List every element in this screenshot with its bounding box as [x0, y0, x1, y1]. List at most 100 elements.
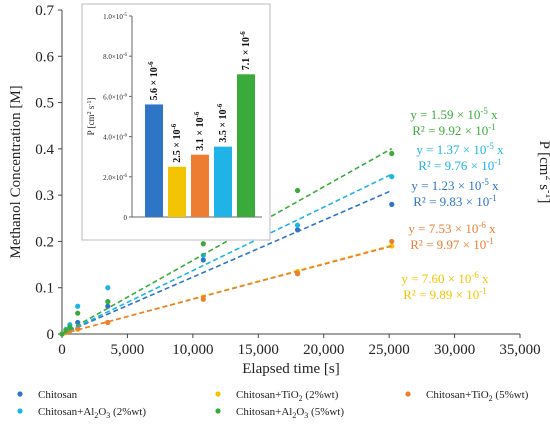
point-chitosan	[200, 257, 206, 263]
inset-bar-label-text: 3.5 × 10	[218, 109, 229, 142]
legend-item-chitosan_al2o3_2: Chitosan+Al2O3 (2%wt)	[38, 406, 146, 420]
r2-text: R² = 9.89 × 10	[403, 287, 479, 302]
legend-marker-chitosan_tio2_2	[215, 391, 221, 397]
legend-item-chitosan: Chitosan	[38, 389, 78, 401]
equation-exponent: -6	[478, 220, 486, 230]
legend-marker-chitosan_al2o3_5	[215, 408, 221, 414]
inset-tick-exp: -6	[123, 174, 128, 179]
legend-marker-chitosan	[17, 391, 23, 397]
point-chitosan_al2o3_5	[294, 187, 301, 194]
inset-tick-exp: -6	[123, 93, 128, 98]
inset-bar-chitosan	[145, 104, 163, 217]
point-chitosan_al2o3_5	[389, 150, 395, 157]
r2-text: R² = 9.83 × 10	[413, 194, 489, 209]
r2-exponent: -1	[494, 157, 502, 167]
trendline-chitosan_al2o3_2	[61, 173, 393, 335]
x-tick-label: 0	[58, 342, 66, 358]
point-chitosan_al2o3_5	[67, 324, 73, 330]
legend-tail: (5%wt)	[308, 406, 344, 418]
legend-sub: 2	[292, 411, 296, 420]
x-tick-label: 10,000	[172, 342, 213, 358]
x-tick-label: 35,000	[499, 342, 540, 358]
r2-chitosan_tio2_5: R² = 9.97 × 10-1	[410, 236, 493, 252]
r2-chitosan_al2o3_5: R² = 9.92 × 10-1	[412, 122, 495, 138]
legend-mid: O	[296, 406, 304, 418]
legend-item-chitosan_tio2_2: Chitosan+TiO2 (2%wt)	[236, 389, 339, 403]
inset-tick-exp: -6	[123, 134, 128, 139]
point-chitosan_al2o3_5	[63, 327, 69, 333]
inset-y-tick-label: 2.0×10-6	[103, 174, 127, 182]
legend-name: Chitosan+TiO	[426, 389, 489, 401]
inset-ylabel-end: ]	[86, 98, 96, 101]
legend-name: Chitosan+Al	[236, 406, 292, 418]
point-chitosan_al2o3_5	[59, 331, 65, 337]
equation-tail: x	[494, 142, 504, 157]
point-chitosan_al2o3_2	[294, 222, 301, 228]
equation-exponent: -5	[481, 177, 489, 187]
equation-chitosan_tio2_2: y = 7.60 × 10-6 x	[401, 270, 489, 286]
x-tick-label: 15,000	[238, 342, 279, 358]
legend-sub: 2	[94, 411, 98, 420]
inset-ylabel-tail: s	[86, 105, 96, 111]
inset-bar-chitosan_tio2_5	[191, 154, 209, 217]
equation-chitosan_al2o3_2: y = 1.37 × 10-5 x	[416, 141, 504, 157]
equation-text: y = 1.23 × 10	[411, 178, 481, 193]
right-label-sup2: -1	[543, 190, 550, 198]
inset-ylabel-sup2: -1	[87, 101, 93, 106]
equation-exponent: -5	[480, 106, 488, 116]
point-chitosan	[389, 201, 395, 207]
y-tick-label: 0	[47, 327, 55, 343]
inset-tick-text: 4.0×10	[103, 134, 123, 142]
inset-y-tick-label: 8.0×10-6	[103, 53, 127, 61]
equation-exponent: -5	[486, 141, 494, 151]
y-tick-label: 0.5	[35, 96, 54, 112]
inset-tick-text: 2.0×10	[103, 174, 123, 182]
point-chitosan_al2o3_5	[75, 310, 81, 316]
x-tick-label: 5,000	[111, 342, 145, 358]
point-chitosan_al2o3_2	[75, 303, 81, 309]
point-chitosan_tio2_5	[200, 296, 206, 302]
r2-text: R² = 9.97 × 10	[410, 237, 486, 252]
point-chitosan	[294, 227, 301, 233]
x-tick-label: 25,000	[369, 342, 410, 358]
inset-bar-chitosan_tio2_2	[168, 166, 186, 217]
y-tick-label: 0.7	[35, 3, 54, 19]
legend-marker-chitosan_tio2_5	[405, 391, 411, 397]
point-chitosan_al2o3_2	[389, 174, 395, 180]
equation-chitosan_al2o3_5: y = 1.59 × 10-5 x	[410, 106, 498, 122]
inset-bar-label-text: 5.6 × 10	[149, 67, 160, 100]
legend-sub: 2	[299, 394, 303, 403]
inset-bar-label-exp: -6	[239, 31, 247, 37]
y-tick-label: 0.1	[35, 281, 54, 297]
inset-bar-label-exp: -6	[216, 103, 224, 109]
y-tick-label: 0.2	[35, 234, 54, 250]
legend-tail: (5%wt)	[493, 389, 529, 401]
r2-exponent: -1	[489, 193, 497, 203]
inset-bar-label-chitosan_tio2_2: 2.5 × 10-6	[170, 123, 183, 163]
inset-tick-exp: -6	[123, 53, 128, 58]
inset-y-tick-label: 0	[124, 214, 128, 222]
point-chitosan_tio2_5	[75, 325, 81, 332]
legend-name: Chitosan+Al	[38, 406, 94, 418]
legend-name: Chitosan+TiO	[236, 389, 299, 401]
legend-mid: O	[98, 406, 106, 418]
inset-bar-label-exp: -6	[170, 123, 178, 129]
equation-chitosan: y = 1.23 × 10-5 x	[411, 177, 499, 193]
legend-sub2: 3	[304, 411, 308, 420]
legend-name: Chitosan	[38, 389, 78, 401]
trendline-chitosan_al2o3_5	[61, 147, 393, 335]
equation-tail: x	[486, 221, 496, 236]
right-label-sup: 2	[543, 175, 550, 180]
right-axis-label: P [cm2 s-1]	[536, 141, 550, 204]
equation-text: y = 1.37 × 10	[416, 142, 486, 157]
r2-text: R² = 9.76 × 10	[418, 158, 494, 173]
right-label-main: P [cm	[536, 141, 550, 176]
legend-sub: 2	[489, 394, 493, 403]
inset-ylabel-main: P [cm	[86, 114, 96, 135]
point-chitosan_tio2_5	[389, 238, 395, 245]
point-chitosan_al2o3_2	[105, 285, 111, 291]
y-tick-label: 0.3	[35, 188, 54, 204]
inset-bar-label-chitosan_al2o3_2: 3.5 × 10-6	[216, 103, 229, 143]
